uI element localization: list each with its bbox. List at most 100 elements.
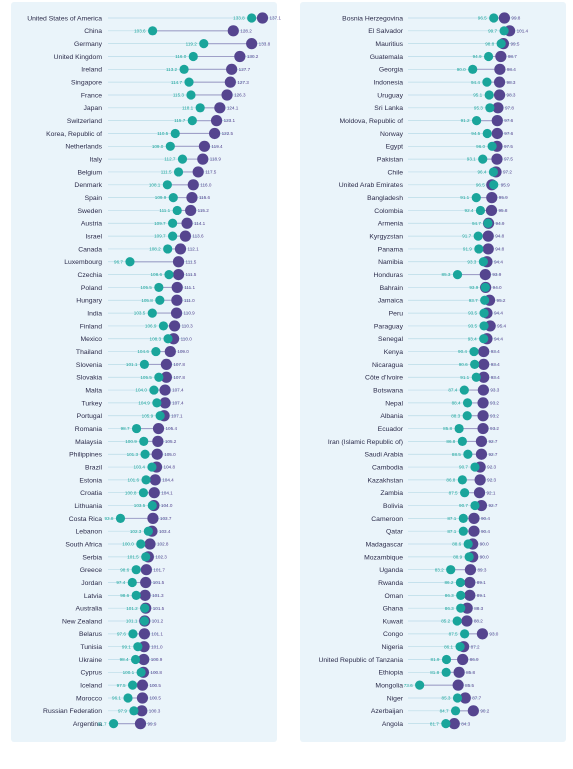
teal-dot <box>452 693 463 703</box>
purple-value-label: 94.9 <box>496 221 505 226</box>
teal-value-label: 105.5 <box>140 285 152 290</box>
country-label: Bahrain <box>380 285 404 292</box>
teal-value-label: 94.5 <box>471 131 480 136</box>
purple-value-label: 100.3 <box>149 708 161 713</box>
purple-dot <box>168 320 181 332</box>
purple-dot <box>152 435 164 447</box>
country-label: Mongolia <box>375 683 403 690</box>
teal-value-label: 111.1 <box>159 208 170 213</box>
teal-value-label: 100.1 <box>123 670 135 675</box>
teal-dot <box>173 167 184 177</box>
purple-value-label: 101.1 <box>151 631 163 636</box>
teal-value-label: 93.5 <box>468 324 477 329</box>
purple-value-label: 94.8 <box>495 247 504 252</box>
country-label: Russian Federation <box>43 708 102 715</box>
teal-dot <box>147 462 157 472</box>
teal-dot <box>149 385 159 395</box>
purple-value-label: 87.7 <box>472 696 481 701</box>
purple-dot <box>464 564 477 576</box>
country-label: Ukraine <box>79 657 103 664</box>
country-label: Saudi Arabia <box>364 452 403 459</box>
purple-value-label: 89.3 <box>477 567 486 572</box>
teal-dot <box>458 526 468 536</box>
teal-dot <box>133 642 143 652</box>
purple-value-label: 137.1 <box>269 16 281 21</box>
teal-dot <box>460 488 470 498</box>
teal-dot <box>186 90 196 100</box>
purple-value-label: 116.0 <box>200 182 212 187</box>
teal-value-label: 108.1 <box>149 182 161 187</box>
purple-value-label: 93.9 <box>492 272 501 277</box>
teal-value-label: 108.6 <box>151 272 163 277</box>
purple-value-label: 92.3 <box>487 465 496 470</box>
teal-value-label: 90.7 <box>459 503 468 508</box>
country-label: Mozambique <box>364 554 403 561</box>
country-label: Iran (Islamic Republic of) <box>328 439 403 446</box>
teal-value-label: 87.4 <box>448 388 457 393</box>
purple-dot <box>179 230 192 242</box>
teal-value-label: 96.4 <box>477 170 486 175</box>
country-label: Korea, Republic of <box>46 131 102 138</box>
purple-dot <box>475 499 488 512</box>
purple-value-label: 97.6 <box>504 131 513 136</box>
teal-value-label: 116.0 <box>175 54 187 59</box>
teal-value-label: 91.7 <box>98 721 107 726</box>
teal-dot <box>140 449 150 459</box>
teal-value-label: 105.5 <box>140 375 152 380</box>
country-label: Singapore <box>71 80 102 87</box>
purple-value-label: 87.2 <box>471 644 480 649</box>
teal-dot <box>154 282 164 293</box>
purple-dot <box>160 371 172 383</box>
teal-value-label: 91.1 <box>460 375 469 380</box>
purple-value-label: 126.3 <box>234 93 246 98</box>
purple-dot <box>226 63 238 75</box>
country-label: Colombia <box>374 208 403 215</box>
purple-value-label: 100.9 <box>151 657 163 662</box>
country-label: United States of America <box>27 15 102 22</box>
purple-value-label: 109.0 <box>177 349 189 354</box>
country-label: Latvia <box>84 593 102 600</box>
teal-dot <box>177 154 188 164</box>
country-label: Czechia <box>77 272 102 279</box>
teal-dot <box>473 231 483 241</box>
teal-dot <box>488 167 499 177</box>
purple-value-label: 101.5 <box>153 606 165 611</box>
teal-value-label: 102.3 <box>130 529 142 534</box>
purple-value-label: 98.4 <box>507 67 516 72</box>
teal-dot <box>172 205 182 216</box>
purple-value-label: 99.8 <box>511 16 520 21</box>
teal-dot <box>482 128 492 139</box>
teal-value-label: 86.2 <box>444 580 453 585</box>
teal-dot <box>455 577 466 588</box>
purple-value-label: 93.3 <box>490 388 499 393</box>
country-label: Bangladesh <box>367 195 403 202</box>
country-label: Cameroon <box>371 516 403 523</box>
purple-dot <box>485 204 498 217</box>
purple-value-label: 104.0 <box>161 503 173 508</box>
country-label: United Republic of Tanzania <box>318 657 403 664</box>
purple-value-label: 115.2 <box>198 208 210 213</box>
teal-value-label: 101.6 <box>128 477 140 482</box>
teal-dot <box>446 565 456 575</box>
purple-value-label: 92.1 <box>487 490 496 495</box>
purple-dot <box>475 435 488 447</box>
country-label: Malta <box>85 387 102 394</box>
purple-dot <box>491 153 503 165</box>
country-label: United Kingdom <box>54 54 103 61</box>
teal-value-label: 93.5 <box>468 311 477 316</box>
teal-value-label: 115.3 <box>173 93 185 98</box>
purple-value-label: 128.2 <box>240 28 252 33</box>
purple-value-label: 97.5 <box>504 144 513 149</box>
teal-dot <box>471 116 482 126</box>
purple-dot <box>159 397 171 409</box>
teal-dot <box>474 244 484 254</box>
purple-dot <box>209 127 221 140</box>
teal-value-label: 110.5 <box>157 131 169 136</box>
purple-dot <box>457 653 469 666</box>
teal-value-label: 88.4 <box>452 401 461 406</box>
teal-dot <box>463 449 473 459</box>
country-label: Philippines <box>69 452 102 459</box>
purple-dot <box>492 102 504 114</box>
purple-value-label: 124.1 <box>227 105 239 110</box>
teal-value-label: 114.7 <box>171 80 183 85</box>
